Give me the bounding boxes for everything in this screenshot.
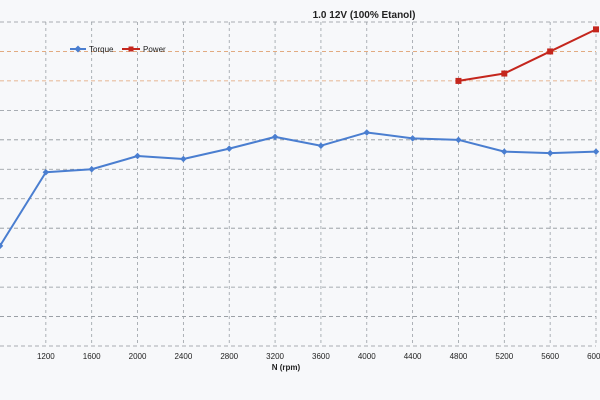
data-point-power [593, 26, 599, 33]
chart-title: 1.0 12V (100% Etanol) [313, 10, 416, 21]
x-tick-label: 2800 [220, 352, 238, 361]
data-point-torque [134, 152, 141, 160]
data-point-torque [225, 145, 233, 152]
x-tick-label: 3200 [266, 352, 284, 361]
x-axis-title: N (rpm) [272, 363, 301, 372]
x-axis-ticks: 1200 1600 2000 2400 2800 3200 3600 4000 4400 4800… [37, 352, 600, 361]
series [0, 26, 600, 250]
x-tick-label: 3600 [312, 352, 330, 361]
x-tick-label: 2400 [174, 352, 192, 361]
grid [0, 21, 597, 347]
legend-label-power: Power [143, 45, 166, 54]
data-point-torque [180, 155, 187, 163]
x-tick-label: 1600 [83, 352, 101, 361]
data-point-torque [409, 135, 416, 142]
data-point-power [501, 70, 508, 77]
data-point-torque [271, 133, 279, 141]
x-tick-label: 4800 [450, 352, 468, 361]
data-point-torque [501, 148, 508, 155]
series-line-power [458, 28, 597, 82]
legend-label-torque: Torque [89, 45, 114, 54]
data-point-torque [592, 148, 600, 155]
x-tick-label: 5600 [541, 352, 559, 361]
x-tick-label: 6000 [587, 352, 600, 361]
x-tick-label: 5200 [495, 352, 513, 361]
data-point-torque [317, 142, 325, 149]
data-point-power [455, 77, 462, 84]
data-point-torque [455, 136, 462, 144]
data-point-power [547, 48, 554, 55]
legend-marker-power [128, 46, 134, 52]
data-point-torque [363, 129, 371, 136]
data-point-torque [88, 166, 95, 173]
data-point-torque [546, 149, 554, 157]
series-line-torque [0, 131, 597, 247]
x-tick-label: 1200 [37, 352, 55, 361]
x-tick-label: 2000 [129, 352, 147, 361]
x-tick-label: 4000 [358, 352, 376, 361]
x-tick-label: 4400 [404, 352, 422, 361]
data-point-torque [42, 168, 50, 176]
legend: Torque Power [70, 45, 166, 54]
